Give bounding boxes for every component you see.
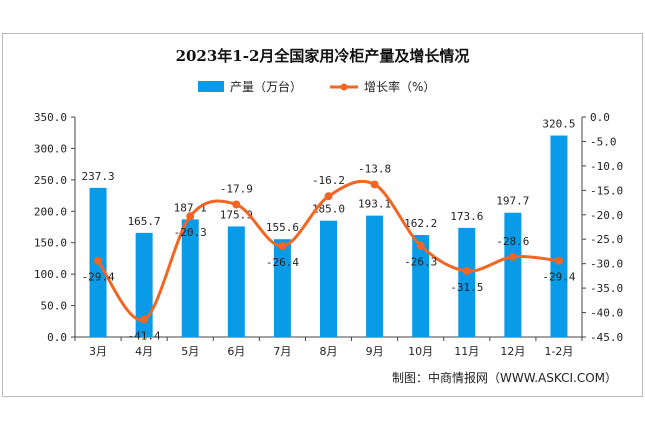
growth-point — [232, 200, 241, 209]
growth-data-label: -29.4 — [542, 271, 575, 284]
x-tick-label: 4月 — [135, 345, 153, 358]
bar — [458, 227, 476, 337]
legend-bar-label: 产量（万台） — [230, 80, 303, 94]
bar — [550, 135, 568, 337]
bar — [412, 235, 430, 337]
growth-point — [140, 315, 149, 324]
growth-data-label: -26.3 — [404, 256, 437, 269]
x-tick-label: 7月 — [273, 345, 291, 358]
chart-title: 2023年1-2月全国家用冷柜产量及增长情况 — [175, 47, 470, 65]
growth-point — [554, 256, 563, 265]
growth-data-label: -41.4 — [128, 329, 161, 342]
bar-data-label: 237.3 — [81, 170, 114, 183]
bar — [320, 220, 337, 337]
bar-data-label: 155.6 — [266, 221, 299, 234]
bar-data-label: 162.2 — [404, 217, 437, 230]
legend-bar-swatch — [198, 81, 224, 92]
x-tick-label: 11月 — [454, 345, 479, 358]
bar — [227, 226, 245, 337]
growth-data-label: -13.8 — [358, 162, 391, 175]
growth-point — [278, 242, 287, 251]
growth-data-label: -28.6 — [496, 235, 529, 248]
right-tick-label: -20.0 — [590, 209, 623, 222]
growth-point — [508, 252, 517, 261]
growth-data-label: -20.3 — [174, 226, 207, 239]
right-tick-label: -15.0 — [590, 184, 623, 197]
bar — [181, 219, 199, 337]
x-tick-label: 5月 — [181, 345, 199, 358]
x-tick-label: 1-2月 — [544, 345, 573, 358]
growth-data-label: -16.2 — [312, 174, 345, 187]
growth-data-label: -29.4 — [81, 271, 114, 284]
x-tick-label: 3月 — [89, 345, 107, 358]
legend-line-label: 增长率（%） — [364, 80, 436, 94]
x-tick-label: 6月 — [227, 345, 245, 358]
growth-point — [94, 256, 103, 265]
growth-line — [96, 179, 560, 322]
left-tick-label: 0.0 — [47, 331, 67, 344]
left-tick-label: 250.0 — [34, 174, 67, 187]
left-tick-label: 300.0 — [34, 142, 67, 155]
bar — [504, 212, 522, 337]
footer-source: 制图：中商情报网（WWW.ASKCI.COM） — [392, 371, 617, 385]
x-tick-label: 10月 — [408, 345, 433, 358]
left-tick-label: 200.0 — [34, 205, 67, 218]
growth-point — [462, 267, 471, 275]
bar-data-label: 187.1 — [174, 201, 207, 214]
bar — [135, 232, 153, 337]
right-tick-label: -40.0 — [590, 307, 623, 320]
bar-data-label: 193.1 — [358, 198, 391, 211]
growth-data-label: -31.5 — [450, 281, 483, 294]
right-tick-label: -35.0 — [590, 282, 623, 295]
bar-data-label: 173.6 — [450, 210, 483, 223]
growth-point — [186, 212, 195, 221]
left-tick-label: 350.0 — [34, 111, 67, 124]
growth-point — [324, 192, 333, 201]
growth-data-label: -17.9 — [220, 183, 253, 196]
left-tick-label: 150.0 — [34, 237, 67, 250]
right-tick-label: -30.0 — [590, 258, 623, 271]
x-tick-label: 9月 — [366, 345, 384, 358]
growth-point — [370, 180, 379, 189]
bar — [366, 215, 384, 337]
bar-data-label: 320.5 — [542, 118, 575, 131]
bar — [273, 239, 291, 337]
x-tick-label: 8月 — [320, 345, 338, 358]
right-tick-label: -25.0 — [590, 233, 623, 246]
growth-point — [416, 241, 425, 250]
bar-data-label: 165.7 — [128, 215, 161, 228]
right-tick-label: -5.0 — [590, 135, 617, 148]
legend-line: 增长率（%） — [330, 78, 435, 95]
bar-data-label: 197.7 — [496, 195, 529, 208]
left-tick-label: 100.0 — [34, 268, 67, 281]
left-tick-label: 50.0 — [41, 300, 68, 313]
right-tick-label: 0.0 — [590, 111, 610, 124]
right-tick-label: -45.0 — [590, 331, 623, 344]
growth-data-label: -26.4 — [266, 256, 299, 269]
legend-bar: 产量（万台） — [198, 78, 302, 95]
right-tick-label: -10.0 — [590, 160, 623, 173]
x-tick-label: 12月 — [500, 345, 525, 358]
legend-line-swatch — [330, 83, 358, 90]
